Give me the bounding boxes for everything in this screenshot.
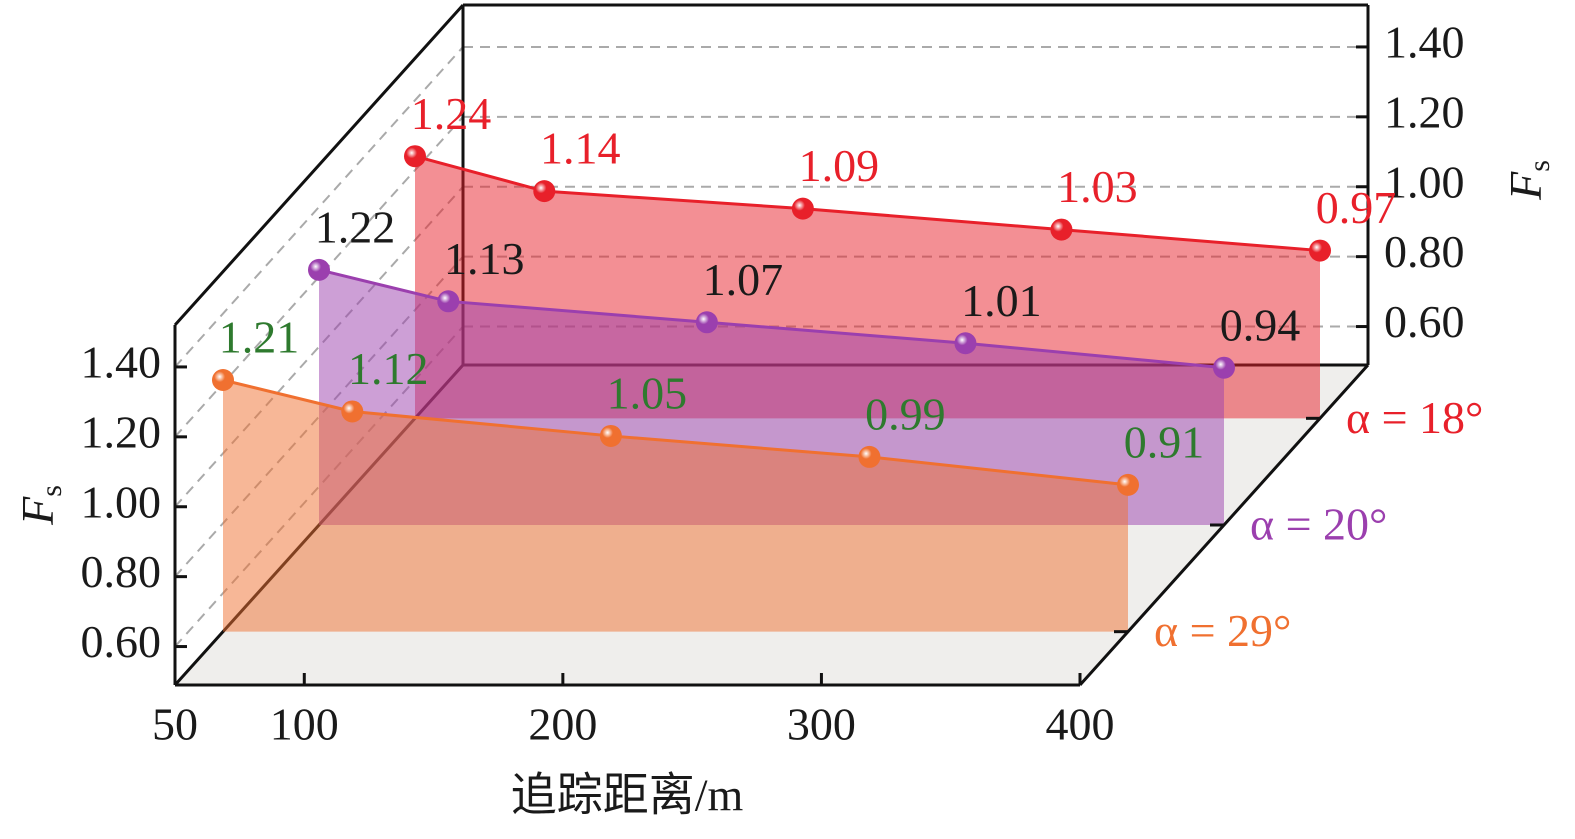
y-tick-label: 1.20: [81, 406, 162, 457]
x-tick-label: 200: [528, 699, 597, 750]
x-tick-label: 100: [270, 699, 339, 750]
data-point: [1213, 356, 1235, 379]
y-axis-title-sub: s: [1523, 160, 1556, 172]
y-axis-title-sub: s: [35, 485, 68, 497]
data-point: [1117, 473, 1139, 496]
y-tick-label: 1.40: [81, 337, 162, 388]
y-axis-title-main: F: [1500, 171, 1551, 201]
data-label: 0.97: [1316, 182, 1397, 233]
data-label: 1.14: [540, 123, 621, 174]
data-label: 1.13: [444, 233, 525, 284]
data-label: 1.05: [607, 368, 688, 419]
axis-line: [173, 3, 465, 327]
data-label: 0.91: [1124, 416, 1205, 467]
data-point: [308, 258, 330, 281]
x-tick-label: 400: [1046, 699, 1115, 750]
data-point: [1309, 239, 1331, 262]
y2-tick-label: 1.40: [1384, 17, 1465, 68]
y2-tick-label: 0.60: [1384, 296, 1465, 347]
y-tick-label: 0.60: [81, 616, 162, 667]
y-axis-title-main: F: [12, 496, 63, 526]
data-label: 1.03: [1057, 161, 1138, 212]
data-point: [341, 400, 364, 423]
y-tick-label: 0.80: [81, 546, 162, 597]
y2-tick-label: 0.80: [1384, 226, 1465, 277]
data-point: [954, 332, 977, 355]
data-point: [212, 369, 234, 392]
data-point: [533, 180, 556, 203]
y2-tick-label: 1.00: [1384, 156, 1465, 207]
data-label: 1.07: [703, 254, 784, 305]
x-tick-label: 300: [787, 699, 856, 750]
data-point: [858, 445, 881, 468]
grid-line: [174, 46, 464, 368]
data-label: 1.24: [411, 88, 492, 139]
axis-line: [1078, 363, 1370, 687]
data-label: 1.12: [348, 343, 429, 394]
y-axis-title: Fs: [1500, 160, 1556, 201]
legend-label: α = 18°: [1346, 392, 1483, 443]
data-label: 1.21: [219, 312, 300, 363]
x-axis-title: 追踪距离/m: [511, 770, 744, 821]
y2-tick-label: 1.20: [1384, 86, 1465, 137]
legend-label: α = 20°: [1250, 499, 1387, 550]
data-point: [695, 311, 718, 334]
data-point: [437, 290, 460, 313]
data-point: [1050, 218, 1073, 241]
x-tick-label: 50: [152, 699, 198, 750]
data-label: 1.09: [799, 140, 880, 191]
data-label: 0.94: [1220, 299, 1301, 350]
data-point: [599, 424, 622, 447]
data-label: 1.01: [961, 275, 1042, 326]
data-point: [404, 145, 426, 168]
data-label: 0.99: [865, 388, 946, 439]
y-tick-label: 1.00: [81, 476, 162, 527]
y-axis-title: Fs: [12, 485, 68, 526]
data-label: 1.22: [315, 201, 396, 252]
data-point: [791, 197, 814, 220]
legend-label: α = 29°: [1154, 605, 1291, 656]
series-area: [223, 380, 1128, 632]
